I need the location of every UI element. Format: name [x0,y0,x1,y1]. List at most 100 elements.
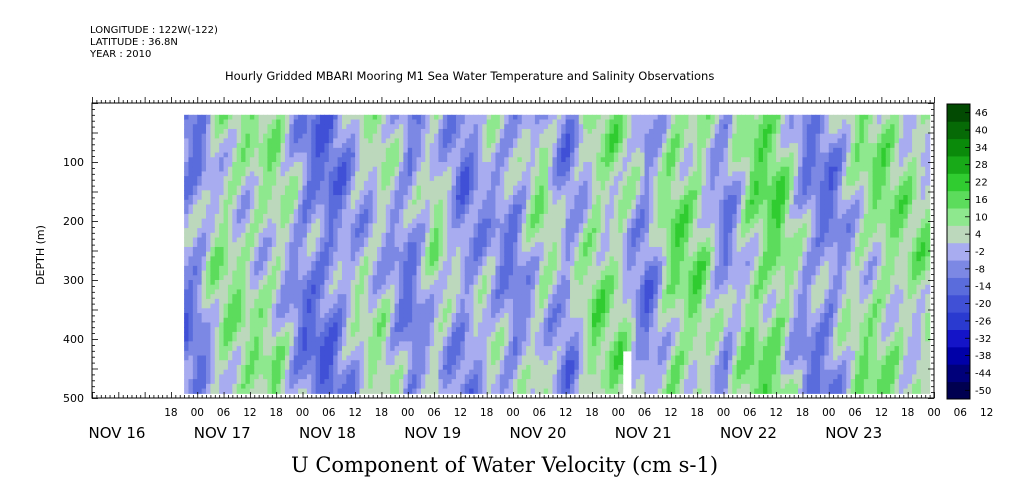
heatmap-cell [543,209,549,215]
heatmap-cell [236,261,242,267]
heatmap-cell [289,162,295,168]
heatmap-cell [197,308,203,314]
heatmap-cell [284,171,290,177]
heatmap-cell [377,336,383,342]
heatmap-cell [539,209,545,215]
heatmap-cell [249,261,255,267]
heatmap-cell [381,364,387,371]
heatmap-cell [289,322,295,328]
heatmap-cell [543,261,549,267]
heatmap-cell [420,119,426,125]
heatmap-cell [236,180,242,187]
heatmap-cell [394,152,400,158]
heatmap-cell [416,176,422,182]
heatmap-cell [210,251,216,257]
heatmap-cell [206,138,212,144]
heatmap-cell [346,190,352,196]
heatmap-cell [241,303,247,309]
heatmap-cell [254,327,260,333]
heatmap-cell [425,242,431,248]
heatmap-cell [385,303,391,309]
heatmap-cell [495,294,501,300]
heatmap-cell [197,355,203,361]
heatmap-cell [280,336,286,342]
heatmap-cell [258,261,264,267]
heatmap-cell [350,157,356,163]
heatmap-cell [328,331,334,338]
heatmap-cell [311,143,317,149]
heatmap-cell [504,256,510,262]
heatmap-cell [543,157,549,163]
heatmap-cell [267,128,273,135]
heatmap-cell [350,280,356,286]
heatmap-cell [429,114,435,121]
heatmap-cell [420,147,426,154]
heatmap-cell [315,114,321,121]
heatmap-cell [398,176,404,182]
heatmap-cell [460,294,466,300]
heatmap-cell [206,280,212,286]
heatmap-cell [293,162,299,168]
heatmap-cell [258,237,264,243]
heatmap-cell [271,147,277,154]
heatmap-cell [368,289,374,295]
heatmap-cell [236,157,242,163]
heatmap-cell [311,204,317,210]
heatmap-cell [363,280,369,286]
heatmap-cell [201,143,207,149]
heatmap-cell [346,114,352,121]
heatmap-cell [460,379,466,385]
heatmap-cell [381,261,387,267]
heatmap-cell [517,128,523,135]
heatmap-cell [236,195,242,201]
heatmap-cell [359,119,365,125]
heatmap-cell [324,128,330,135]
heatmap-cell [333,138,339,144]
heatmap-cell [381,270,387,276]
heatmap-cell [526,166,532,173]
heatmap-cell [254,171,260,177]
heatmap-cell [289,218,295,224]
heatmap-cell [464,322,470,328]
heatmap-cell [486,114,492,121]
heatmap-cell [350,289,356,295]
heatmap-cell [534,152,540,158]
heatmap-cell [306,374,312,380]
heatmap-cell [227,256,233,262]
heatmap-cell [293,180,299,187]
heatmap-cell [184,237,190,243]
heatmap-cell [315,143,321,149]
heatmap-cell [513,388,518,394]
heatmap-cell [320,237,326,243]
heatmap-cell [390,350,396,357]
heatmap-cell [315,166,321,173]
heatmap-cell [333,308,339,314]
heatmap-cell [504,383,510,390]
heatmap-cell [241,162,247,168]
heatmap-cell [442,308,448,314]
heatmap-cell [473,256,479,262]
heatmap-cell [210,364,216,371]
heatmap-cell [249,379,255,385]
heatmap-cell [403,388,409,394]
heatmap-cell [184,308,190,314]
heatmap-cell [425,256,431,262]
heatmap-cell [311,246,317,253]
heatmap-cell [486,213,492,220]
heatmap-cell [372,322,378,328]
heatmap-cell [263,350,269,357]
heatmap-cell [447,308,453,314]
heatmap-cell [201,218,207,224]
heatmap-cell [188,313,194,319]
heatmap-cell [363,298,369,305]
heatmap-cell [473,327,479,333]
heatmap-cell [306,162,312,168]
heatmap-cell [504,114,510,121]
heatmap-cell [236,256,242,262]
heatmap-cell [227,133,233,139]
heatmap-cell [184,336,190,342]
heatmap-cell [249,327,255,333]
heatmap-cell [526,204,532,210]
heatmap-cell [491,204,497,210]
heatmap-cell [447,237,453,243]
